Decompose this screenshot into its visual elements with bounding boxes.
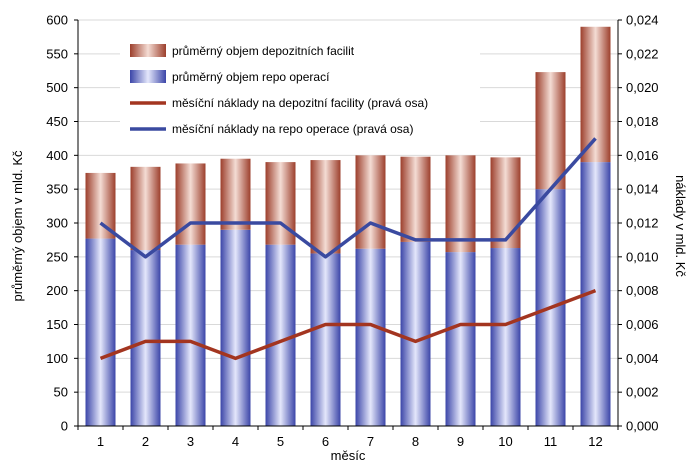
bar-segment [130,166,161,251]
y-tick-label: 550 [46,46,68,61]
y2-tick-label: 0,010 [626,249,659,264]
x-tick-label: 2 [142,434,149,449]
bar-segment [85,238,116,426]
y-tick-label: 100 [46,351,68,366]
y-tick-label: 600 [46,13,68,28]
y-tick-label: 150 [46,317,68,332]
y-tick-label: 50 [54,385,68,400]
bar-segment [130,250,161,426]
bar-segment [400,156,431,242]
bar-segment [490,157,521,249]
y2-tick-label: 0,018 [626,114,659,129]
x-axis-title: měsíc [331,448,366,463]
legend: průměrný objem depozitních facilit průměr… [120,38,480,148]
bar-segment [310,160,341,254]
legend-swatch [130,70,166,83]
x-tick-label: 9 [457,434,464,449]
y2-tick-label: 0,016 [626,148,659,163]
y2-tick-label: 0,014 [626,182,659,197]
lines [99,137,597,361]
bar-segment [490,248,521,426]
bar-segment [355,155,386,249]
legend-label: měsíční náklady na depozitní facility (p… [172,96,428,110]
x-tick-label: 6 [322,434,329,449]
y2-tick-label: 0,004 [626,351,659,366]
y-tick-label: 450 [46,114,68,129]
bar-segment [220,158,251,230]
x-tick-label: 5 [277,434,284,449]
y2-tick-label: 0,024 [626,13,659,28]
y2-tick-label: 0,012 [626,216,659,231]
y-tick-label: 500 [46,80,68,95]
y2-tick-label: 0,008 [626,283,659,298]
legend-label: průměrný objem repo operací [172,70,330,84]
bar-segment [580,26,611,163]
axes: 0 50 100 150 200 250 300 350 400 450 500 550 600 0,00… [46,13,658,450]
bar-segment [535,72,566,190]
bar-segment [400,241,431,426]
bar-segment [445,252,476,426]
y-tick-label: 250 [46,249,68,264]
x-tick-label: 3 [187,434,194,449]
legend-swatch [130,44,166,57]
y-tick-label: 300 [46,216,68,231]
y2-tick-label: 0,020 [626,80,659,95]
x-tick-label: 4 [232,434,239,449]
legend-background [120,38,480,148]
bar-segment [445,155,476,253]
series-line [99,137,597,259]
legend-label: průměrný objem depozitních facilit [172,44,355,58]
bar-segment [220,229,251,426]
legend-label: měsíční náklady na repo operace (pravá o… [172,122,413,136]
x-tick-label: 10 [498,434,512,449]
y2-tick-label: 0,006 [626,317,659,332]
y-tick-label: 200 [46,283,68,298]
y2-axis-title: náklady v mld. Kč [673,175,688,277]
series-line [99,289,597,361]
bar-segment [85,172,116,239]
x-tick-label: 7 [367,434,374,449]
x-tick-label: 11 [544,434,558,449]
bars [85,26,611,426]
y2-tick-label: 0,022 [626,46,659,61]
y2-tick-label: 0,000 [626,419,659,434]
bar-segment [310,253,341,426]
bar-segment [175,244,206,426]
y-tick-label: 400 [46,148,68,163]
x-tick-label: 8 [412,434,419,449]
y-tick-label: 350 [46,182,68,197]
y-tick-label: 0 [61,419,68,434]
y-axis-title: průměrný objem v mld. Kč [10,150,25,301]
x-tick-label: 1 [97,434,104,449]
y2-tick-label: 0,002 [626,385,659,400]
bar-segment [265,244,296,426]
x-tick-label: 12 [588,434,602,449]
bar-segment [355,248,386,426]
